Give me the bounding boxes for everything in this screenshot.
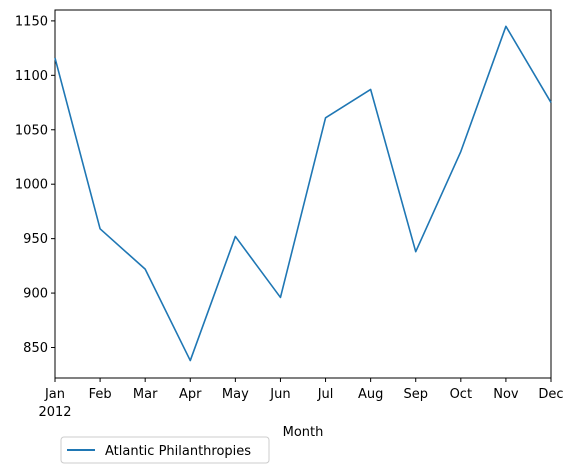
x-tick-label: Nov xyxy=(493,387,519,402)
x-tick-label: May xyxy=(222,387,249,402)
x-tick-label: Jan xyxy=(44,387,65,402)
series-line xyxy=(54,25,552,362)
y-tick-label: 900 xyxy=(23,287,48,302)
x-tick-label: Apr xyxy=(179,387,202,402)
y-tick-label: 1150 xyxy=(15,14,48,29)
legend-box xyxy=(60,436,270,464)
x-tick-label: Feb xyxy=(89,387,112,402)
y-tick-label: 1000 xyxy=(15,178,48,193)
y-tick-label: 850 xyxy=(23,341,48,356)
x-axis: Jan Feb Mar Apr May Jun Jul Aug Sep Oct Nov Dec xyxy=(44,378,564,402)
x-tick-label: Sep xyxy=(403,387,428,402)
x-tick-label: Jul xyxy=(317,387,334,402)
plot-area xyxy=(54,9,552,379)
x-tick-label: Oct xyxy=(450,387,472,402)
x-tick-label: Jun xyxy=(269,387,290,402)
x-tick-label: Mar xyxy=(133,387,158,402)
y-tick-label: 1050 xyxy=(15,123,48,138)
series-layer xyxy=(54,25,552,362)
x-tick-label: Aug xyxy=(358,387,383,402)
legend: Atlantic Philanthropies xyxy=(60,436,270,464)
y-tick-label: 950 xyxy=(23,232,48,247)
year-label: 2012 xyxy=(38,405,71,420)
y-axis: 850 900 950 1000 1050 1100 1150 xyxy=(15,14,55,356)
y-tick-label: 1100 xyxy=(15,69,48,84)
legend-label: Atlantic Philanthropies xyxy=(105,444,251,459)
x-tick-label: Dec xyxy=(538,387,563,402)
x-axis-label: Month xyxy=(283,425,324,440)
